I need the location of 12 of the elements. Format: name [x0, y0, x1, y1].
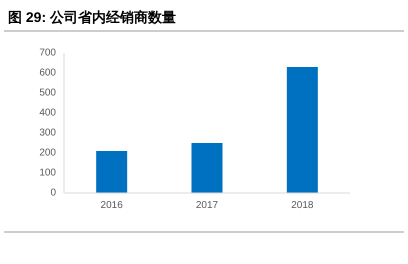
y-tick-label: 600: [39, 68, 56, 78]
y-tick-label: 400: [39, 108, 56, 118]
title: 图 29: 公司省内经销商数量: [8, 9, 176, 25]
y-tick-label: 200: [39, 148, 56, 158]
x-tick-label: 2018: [291, 200, 314, 211]
y-tick-label: 500: [39, 88, 56, 98]
x-tick-label: 2017: [196, 200, 219, 211]
y-tick-label: 300: [39, 128, 56, 138]
x-tick-label: 2016: [100, 200, 124, 211]
y-tick-label: 700: [39, 48, 56, 58]
y-tick-label: 0: [50, 188, 56, 198]
y-tick-label: 100: [39, 168, 56, 178]
